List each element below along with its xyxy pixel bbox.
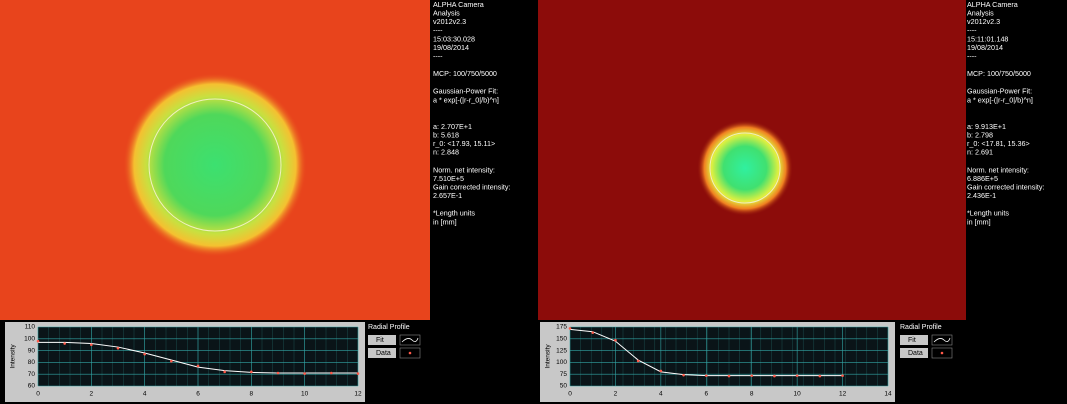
data-point xyxy=(117,347,120,350)
x-tick-label: 10 xyxy=(794,391,802,398)
data-point xyxy=(819,375,822,378)
y-tick-label: 60 xyxy=(28,383,36,390)
data-point xyxy=(330,372,333,375)
x-tick-label: 12 xyxy=(839,391,847,398)
legend-dot xyxy=(409,352,412,355)
y-tick-label: 100 xyxy=(556,359,567,366)
legend-label: Data xyxy=(376,350,391,357)
legend-title: Radial Profile xyxy=(368,324,410,331)
beam-spot xyxy=(123,73,307,257)
data-point xyxy=(143,353,146,356)
data-point xyxy=(591,331,594,334)
info-text: 2.436E-1 xyxy=(967,191,996,200)
info-text: MCP: 100/750/5000 xyxy=(433,69,497,78)
data-point xyxy=(841,374,844,377)
x-tick-label: 8 xyxy=(750,391,754,398)
x-tick-label: 4 xyxy=(143,391,147,398)
info-text: ---- xyxy=(433,52,443,61)
info-text: ---- xyxy=(967,52,977,61)
info-text: MCP: 100/750/5000 xyxy=(967,69,1031,78)
x-tick-label: 0 xyxy=(36,391,40,398)
x-tick-label: 4 xyxy=(659,391,663,398)
data-point xyxy=(705,374,708,377)
data-point xyxy=(569,327,572,330)
data-point xyxy=(277,372,280,375)
x-tick-label: 10 xyxy=(301,391,309,398)
data-point xyxy=(250,371,253,374)
legend-title: Radial Profile xyxy=(900,324,942,331)
data-point xyxy=(357,372,360,375)
x-tick-label: 12 xyxy=(354,391,362,398)
data-point xyxy=(750,374,753,377)
info-text: a * exp[-(|r-r_0|/b)^n] xyxy=(433,95,499,104)
y-tick-label: 175 xyxy=(556,324,567,331)
y-tick-label: 125 xyxy=(556,347,567,354)
page: {"panels": [ {"info": [ ["ALPHA Camera",… xyxy=(0,0,1067,404)
x-tick-label: 8 xyxy=(250,391,254,398)
x-tick-label: 2 xyxy=(614,391,618,398)
y-tick-label: 80 xyxy=(28,359,36,366)
data-point xyxy=(90,343,93,346)
data-point xyxy=(170,360,173,363)
data-point xyxy=(37,340,40,343)
data-point xyxy=(682,374,685,377)
y-tick-label: 100 xyxy=(24,336,35,343)
y-tick-label: 50 xyxy=(560,383,568,390)
y-tick-label: 150 xyxy=(556,336,567,343)
info-text: in [mm] xyxy=(433,217,457,226)
data-point xyxy=(660,370,663,373)
data-point xyxy=(197,365,200,368)
y-tick-label: 110 xyxy=(25,324,36,331)
x-tick-label: 0 xyxy=(568,391,572,398)
data-point xyxy=(773,375,776,378)
screen: ALPHA CameraAnalysisv2012v2.3----15:03:3… xyxy=(0,0,1067,404)
x-tick-label: 6 xyxy=(704,391,708,398)
x-tick-label: 6 xyxy=(196,391,200,398)
data-point xyxy=(728,375,731,378)
legend-label: Fit xyxy=(908,337,916,344)
info-text: 2.657E-1 xyxy=(433,191,462,200)
legend-label: Data xyxy=(908,350,923,357)
data-point xyxy=(614,339,617,342)
data-point xyxy=(223,371,226,374)
x-tick-label: 14 xyxy=(884,391,892,398)
info-text: n: 2.691 xyxy=(967,148,993,157)
legend-dot xyxy=(941,352,944,355)
info-text: a * exp[-(|r-r_0|/b)^n] xyxy=(967,95,1033,104)
data-point xyxy=(63,342,66,345)
info-text: n: 2.848 xyxy=(433,148,459,157)
data-point xyxy=(796,374,799,377)
info-text: in [mm] xyxy=(967,217,991,226)
y-tick-label: 70 xyxy=(28,371,36,378)
y-tick-label: 75 xyxy=(560,371,568,378)
y-tick-label: 90 xyxy=(28,347,36,354)
data-point xyxy=(303,372,306,375)
data-point xyxy=(637,360,640,363)
y-axis-label: Intensity xyxy=(10,344,17,369)
x-tick-label: 2 xyxy=(90,391,94,398)
legend-label: Fit xyxy=(376,337,384,344)
beam-spot xyxy=(697,120,793,216)
y-axis-label: Intensity xyxy=(545,344,552,369)
